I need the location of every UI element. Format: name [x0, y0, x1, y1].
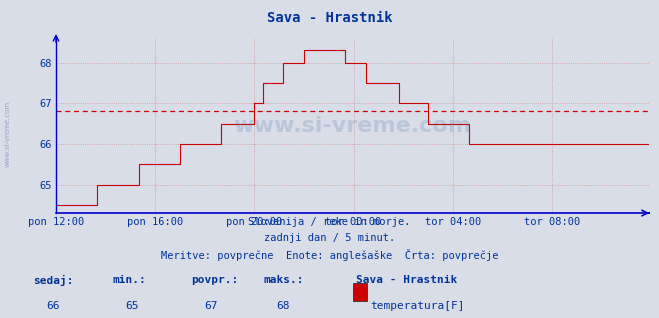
Text: Meritve: povprečne  Enote: anglešaške  Črta: povprečje: Meritve: povprečne Enote: anglešaške Črt…: [161, 249, 498, 261]
Text: www.si-vreme.com: www.si-vreme.com: [5, 100, 11, 167]
Text: sedaj:: sedaj:: [33, 275, 73, 286]
Text: min.:: min.:: [112, 275, 146, 285]
Text: www.si-vreme.com: www.si-vreme.com: [233, 116, 472, 135]
Text: Sava - Hrastnik: Sava - Hrastnik: [356, 275, 457, 285]
Text: 67: 67: [204, 301, 217, 310]
Text: Sava - Hrastnik: Sava - Hrastnik: [267, 11, 392, 25]
Text: povpr.:: povpr.:: [191, 275, 239, 285]
Text: zadnji dan / 5 minut.: zadnji dan / 5 minut.: [264, 233, 395, 243]
Text: 66: 66: [46, 301, 59, 310]
Text: 65: 65: [125, 301, 138, 310]
Text: 68: 68: [277, 301, 290, 310]
Text: temperatura[F]: temperatura[F]: [370, 301, 465, 310]
Text: Slovenija / reke in morje.: Slovenija / reke in morje.: [248, 217, 411, 227]
Text: maks.:: maks.:: [264, 275, 304, 285]
